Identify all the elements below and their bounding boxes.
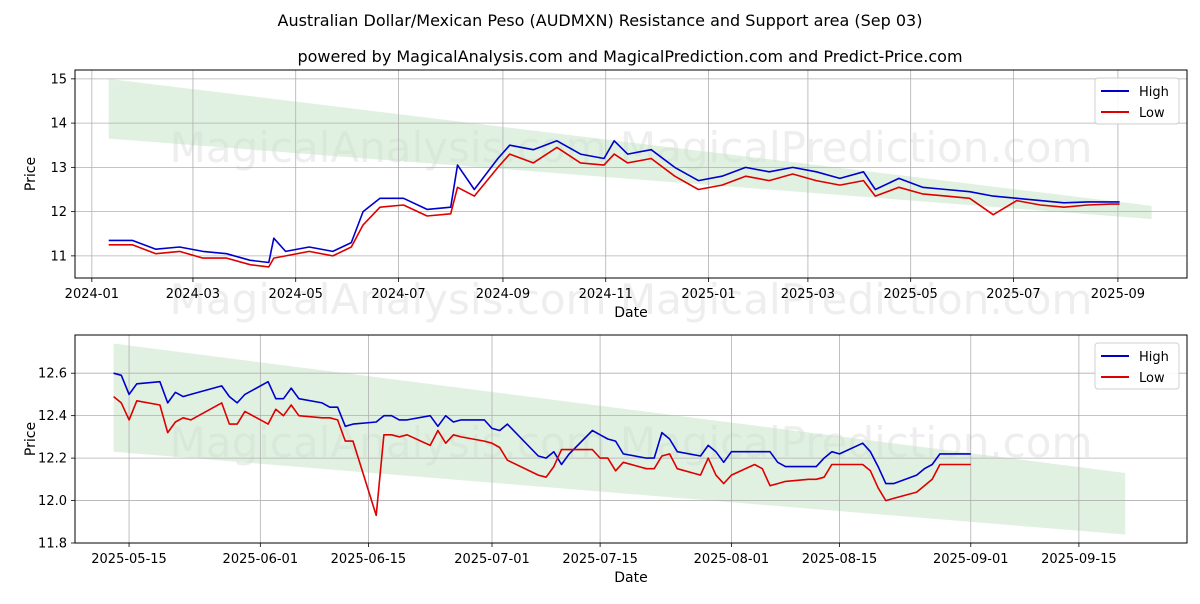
x-tick-label: 2025-05-15 — [91, 552, 167, 567]
x-tick-label: 2024-03 — [166, 287, 220, 302]
legend-label-low: Low — [1139, 106, 1165, 121]
x-tick-label: 2025-09-15 — [1041, 552, 1117, 567]
x-tick-label: 2024-05 — [269, 287, 323, 302]
plot-frame — [74, 69, 1188, 279]
y-tick-label: 12 — [50, 205, 67, 220]
legend-label-low: Low — [1139, 371, 1165, 386]
x-tick-label: 2025-01 — [681, 287, 735, 302]
legend-label-high: High — [1139, 85, 1169, 100]
x-tick-label: 2024-01 — [65, 287, 119, 302]
x-tick-label: 2024-11 — [579, 287, 633, 302]
x-tick-label: 2025-06-15 — [331, 552, 407, 567]
x-tick-label: 2025-05 — [884, 287, 938, 302]
series-line-high — [113, 372, 971, 485]
x-tick-label: 2025-09 — [1091, 287, 1145, 302]
top-panel: MagicalAnalysis.com MagicalPrediction.co… — [23, 69, 1188, 324]
x-tick-label: 2025-08-01 — [694, 552, 770, 567]
series-line-low — [108, 146, 1120, 268]
x-tick-label: 2024-09 — [476, 287, 530, 302]
y-tick-label: 15 — [50, 72, 67, 87]
y-tick-label: 11 — [50, 249, 67, 264]
y-tick-label: 12.2 — [38, 452, 67, 467]
x-tick-label: 2025-07-15 — [562, 552, 638, 567]
x-tick-label: 2025-03 — [781, 287, 835, 302]
y-axis-label: Price — [23, 422, 39, 456]
x-tick-label: 2025-09-01 — [933, 552, 1009, 567]
chart-title: Australian Dollar/Mexican Peso (AUDMXN) … — [278, 11, 923, 30]
support-resistance-band — [108, 78, 1152, 220]
y-tick-label: 11.8 — [38, 537, 67, 552]
y-tick-label: 13 — [50, 161, 67, 176]
x-tick-label: 2025-06-01 — [223, 552, 299, 567]
x-tick-label: 2025-07-01 — [454, 552, 530, 567]
support-resistance-band — [113, 343, 1126, 535]
plot-frame — [74, 334, 1188, 544]
chart-subtitle: powered by MagicalAnalysis.com and Magic… — [297, 47, 962, 66]
y-tick-label: 14 — [50, 117, 67, 132]
x-tick-label: 2025-08-15 — [802, 552, 878, 567]
x-tick-label: 2024-07 — [371, 287, 425, 302]
x-tick-label: 2025-07 — [986, 287, 1040, 302]
y-axis-label: Price — [23, 157, 39, 191]
y-tick-label: 12.6 — [38, 367, 67, 382]
x-axis-label: Date — [614, 570, 647, 586]
legend-label-high: High — [1139, 350, 1169, 365]
y-tick-label: 12.0 — [38, 494, 67, 509]
x-axis-label: Date — [614, 305, 647, 321]
series-line-low — [113, 395, 971, 517]
series-line-high — [108, 140, 1120, 264]
watermark: MagicalAnalysis.com MagicalPrediction.co… — [170, 275, 1093, 324]
y-tick-label: 12.4 — [38, 409, 67, 424]
bottom-panel: MagicalAnalysis.com MagicalPrediction.co… — [23, 334, 1188, 586]
